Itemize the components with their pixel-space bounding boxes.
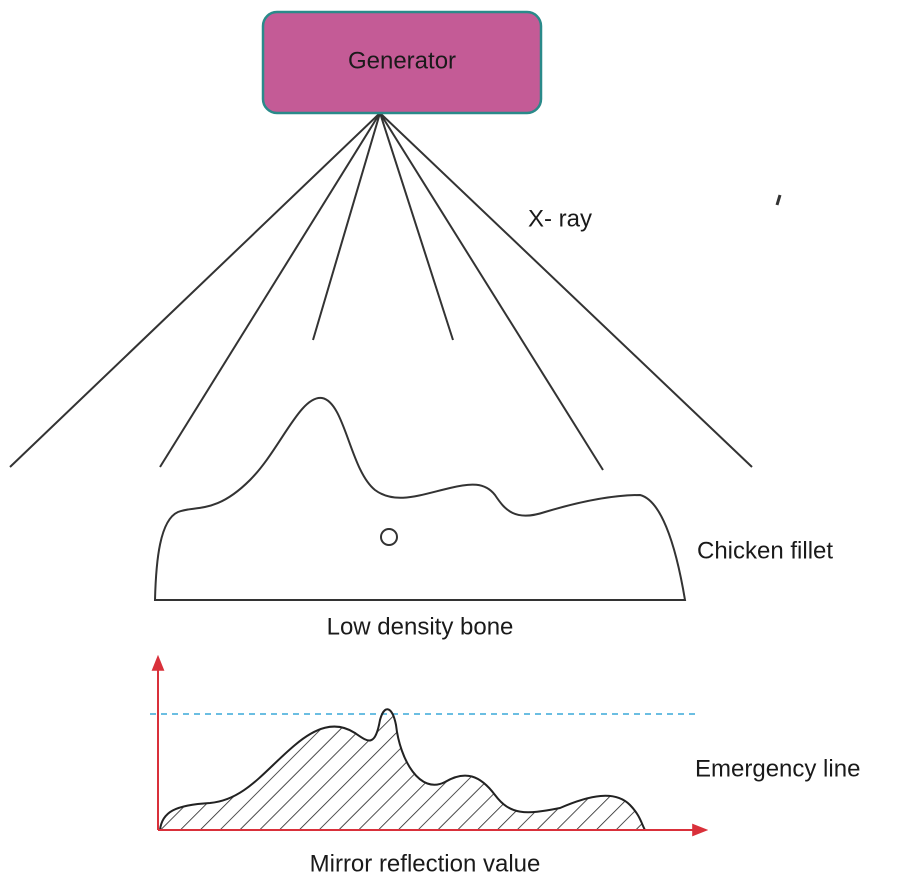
x-ray-beams (9, 112, 782, 471)
generator-box (261, 10, 543, 115)
generator-label: Generator (348, 47, 456, 74)
chicken-fillet (153, 396, 687, 601)
bone (380, 528, 398, 546)
emergency-label: Emergency line (695, 755, 860, 782)
x-ray-label: X- ray (528, 205, 592, 232)
fillet-label: Chicken fillet (697, 537, 833, 564)
reflection-label: Mirror reflection value (310, 850, 541, 877)
reflection-profile (158, 708, 647, 831)
bone-label: Low density bone (327, 613, 514, 640)
